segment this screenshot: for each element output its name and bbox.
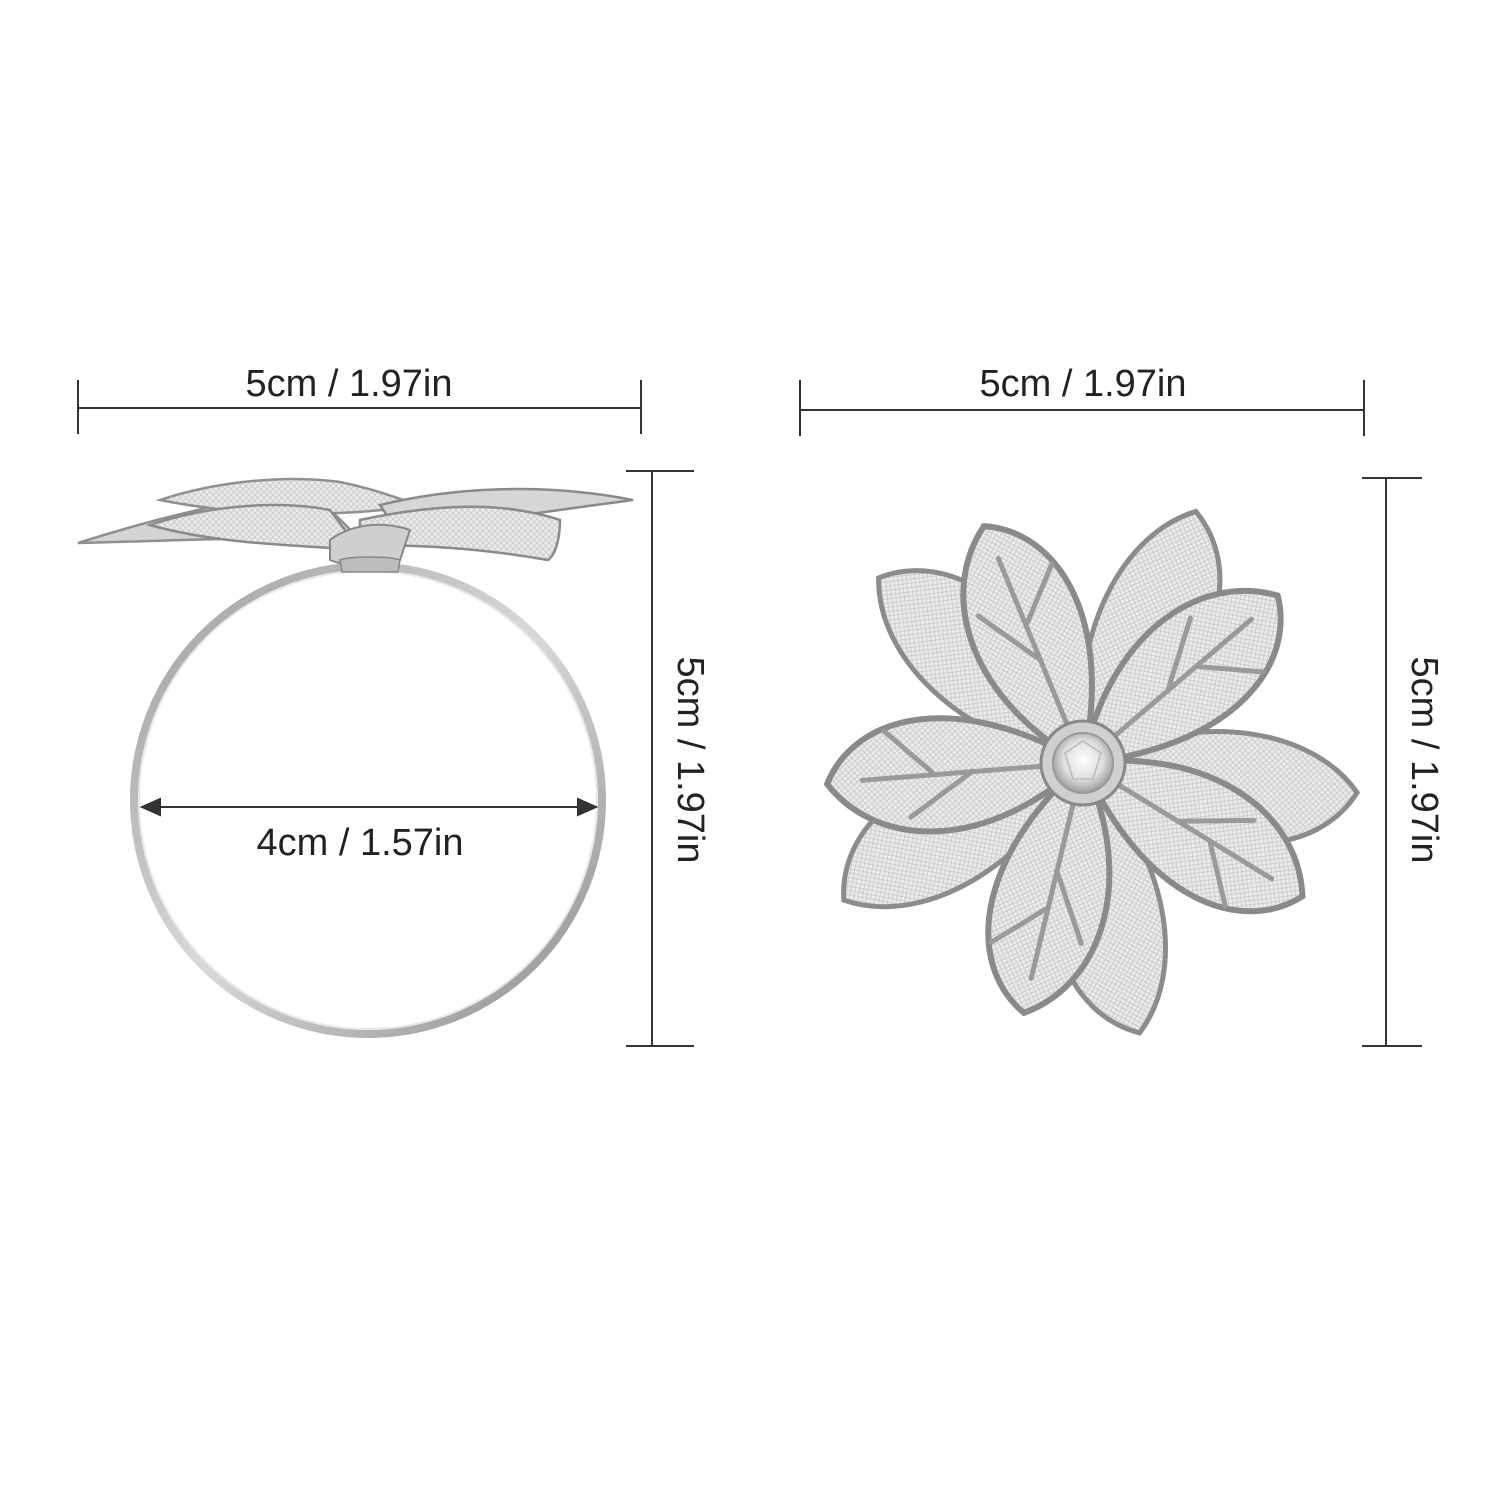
right-height-dimension	[1362, 477, 1422, 1047]
left-width-label: 5cm / 1.97in	[246, 363, 453, 405]
ring-band	[130, 562, 606, 1038]
inner-diameter-label: 4cm / 1.57in	[257, 822, 464, 864]
left-width-dimension	[77, 380, 642, 434]
center-rhinestone	[1039, 719, 1127, 807]
right-width-dimension	[799, 380, 1365, 436]
left-height-dimension	[626, 470, 694, 1047]
inner-diameter-arrow	[139, 797, 599, 817]
left-height-label: 5cm / 1.97in	[669, 657, 711, 864]
ring-side-image: 4cm / 1.57in	[77, 477, 634, 1038]
flower-side-profile	[77, 477, 634, 573]
right-height-label: 5cm / 1.97in	[1403, 657, 1445, 864]
right-width-label: 5cm / 1.97in	[980, 363, 1187, 405]
right-view: 5cm / 1.97in 5cm / 1.97in	[799, 363, 1445, 1047]
left-view: 5cm / 1.97in 5cm / 1.97in	[77, 363, 711, 1047]
flower-top-image	[823, 508, 1361, 1036]
